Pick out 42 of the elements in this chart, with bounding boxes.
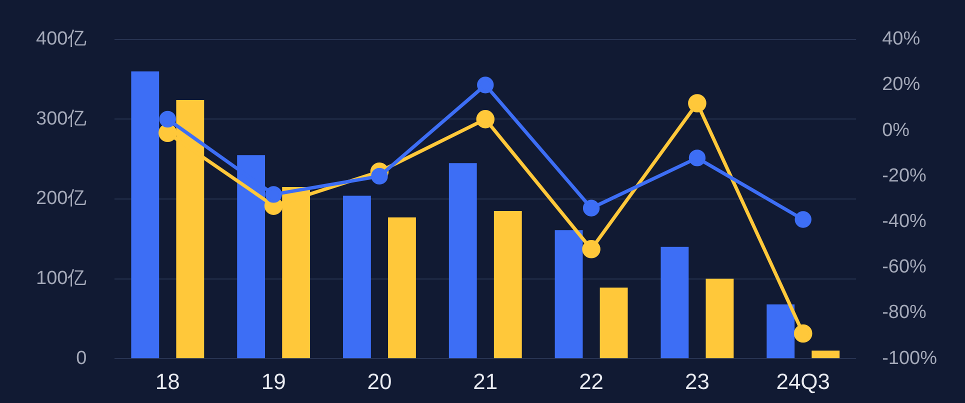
bar: [812, 350, 840, 358]
point: [794, 211, 812, 228]
y2-tick-label: -20%: [882, 165, 927, 186]
y2-tick-label: 0%: [882, 120, 910, 141]
y-tick-label: 400亿: [36, 28, 87, 50]
x-tick-label: 23: [684, 368, 710, 394]
x-tick-label: 21: [473, 368, 498, 394]
y-tick-label: 0: [76, 348, 87, 369]
bar: [343, 196, 371, 358]
y2-tick-label: -60%: [882, 256, 927, 278]
bar: [494, 210, 522, 358]
y-tick-label: 100亿: [36, 268, 87, 290]
point: [158, 124, 177, 142]
bar: [706, 278, 734, 358]
bar: [660, 246, 689, 358]
y2-tick-label: -100%: [882, 348, 938, 369]
point: [371, 168, 388, 185]
bar: [388, 217, 416, 358]
y-tick-label: 200亿: [36, 188, 87, 210]
point: [688, 150, 706, 166]
x-tick-label: 22: [579, 368, 604, 394]
y2-tick-label: -40%: [882, 211, 927, 232]
point: [794, 324, 812, 343]
y2-tick-label: 20%: [882, 74, 920, 96]
point: [476, 110, 495, 128]
x-tick-label: 20: [367, 368, 392, 394]
y2-tick-label: -80%: [882, 302, 927, 324]
point: [159, 110, 176, 128]
point: [265, 186, 282, 203]
x-tick-label: 18: [155, 368, 180, 394]
y-tick-label: 300亿: [36, 108, 87, 130]
point: [582, 200, 600, 216]
bar: [554, 230, 583, 358]
bar: [448, 163, 477, 358]
bar: [600, 288, 628, 358]
bar: [766, 304, 795, 358]
point: [477, 76, 494, 94]
x-tick-label: 19: [261, 368, 286, 394]
x-tick-label: 24Q3: [776, 368, 830, 394]
point: [582, 240, 600, 258]
y2-tick-label: 40%: [882, 28, 920, 50]
point: [688, 94, 706, 112]
